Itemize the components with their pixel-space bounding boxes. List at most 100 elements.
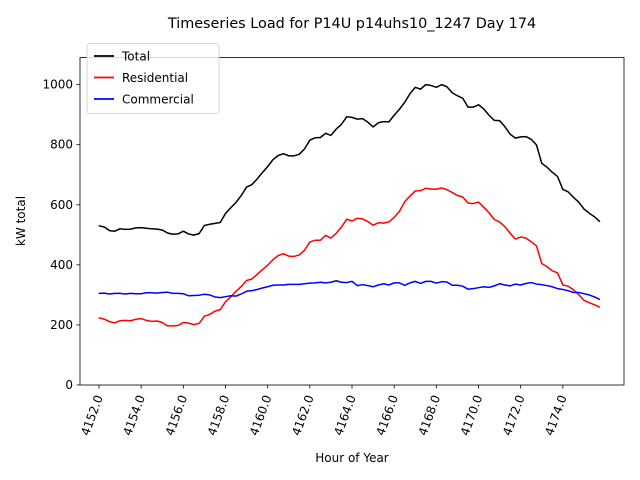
data-point [172,292,174,294]
data-point [135,293,137,295]
data-point [198,322,200,324]
data-point [161,322,163,324]
data-point [525,237,527,239]
data-point [525,282,527,284]
x-tick-label: 4154.0 [120,393,148,437]
data-point [267,264,269,266]
data-point [456,194,458,196]
data-point [188,295,190,297]
data-point [235,295,237,297]
data-point [388,221,390,223]
data-point [499,120,501,122]
data-point [309,139,311,141]
data-point [140,318,142,320]
data-point [551,171,553,173]
series-line-commercial [98,280,601,301]
data-point [335,128,337,130]
data-point [124,228,126,230]
data-point [188,322,190,324]
data-point [214,310,216,312]
data-point [414,86,416,88]
data-point [172,325,174,327]
data-point [520,284,522,286]
x-tick-label: 4172.0 [500,393,528,437]
data-point [167,232,169,234]
data-point [267,166,269,168]
data-point [309,241,311,243]
x-axis: 4152.0 4154.0 4156.0 4158.0 4160.0 4162.0 4164… [78,385,570,437]
data-point [488,212,490,214]
data-point [335,232,337,234]
data-point [224,301,226,303]
legend-label: Total [121,50,150,64]
data-point [588,294,590,296]
data-point [593,216,595,218]
data-point [488,114,490,116]
y-tick-label: 800 [50,138,73,152]
data-point [304,283,306,285]
data-point [546,266,548,268]
chart-title: Timeseries Load for P14U p14uhs10_1247 D… [167,16,536,32]
data-point [446,281,448,283]
data-point [562,288,564,290]
data-point [282,253,284,255]
data-point [298,254,300,256]
data-point [377,122,379,124]
data-point [235,290,237,292]
data-point [235,201,237,203]
data-point [456,95,458,97]
data-point [520,236,522,238]
x-tick-label: 4160.0 [247,393,275,437]
data-point [535,283,537,285]
data-point [325,132,327,134]
data-point [509,232,511,234]
data-point [167,325,169,327]
data-point [362,218,364,220]
data-point [161,229,163,231]
data-point [541,263,543,265]
data-point [98,317,100,319]
data-point [509,133,511,135]
data-point [430,188,432,190]
data-point [109,293,111,295]
x-tick-label: 4174.0 [542,393,570,437]
data-point [151,320,153,322]
data-point [246,279,248,281]
data-point [409,93,411,95]
data-point [578,294,580,296]
data-point [151,228,153,230]
data-point [214,296,216,298]
data-point [167,291,169,293]
data-point [298,153,300,155]
data-point [588,302,590,304]
data-point [420,190,422,192]
x-axis-label: Hour of Year [315,451,389,465]
data-point [425,84,427,86]
x-tick-label: 4166.0 [373,393,401,437]
data-point [240,194,242,196]
data-point [383,222,385,224]
data-point [203,293,205,295]
data-point [130,292,132,294]
data-point [119,320,121,322]
data-point [520,136,522,138]
data-point [230,295,232,297]
data-point [151,292,153,294]
data-point [119,228,121,230]
data-point [304,249,306,251]
data-point [409,282,411,284]
data-point [557,272,559,274]
series-layer [98,83,601,327]
data-point [451,92,453,94]
data-point [441,281,443,283]
data-point [525,136,527,138]
series-line-residential [98,187,601,327]
data-point [583,299,585,301]
data-point [456,284,458,286]
data-point [114,322,116,324]
series-residential [98,187,601,327]
data-point [272,259,274,261]
data-point [551,270,553,272]
data-point [404,201,406,203]
data-point [546,166,548,168]
